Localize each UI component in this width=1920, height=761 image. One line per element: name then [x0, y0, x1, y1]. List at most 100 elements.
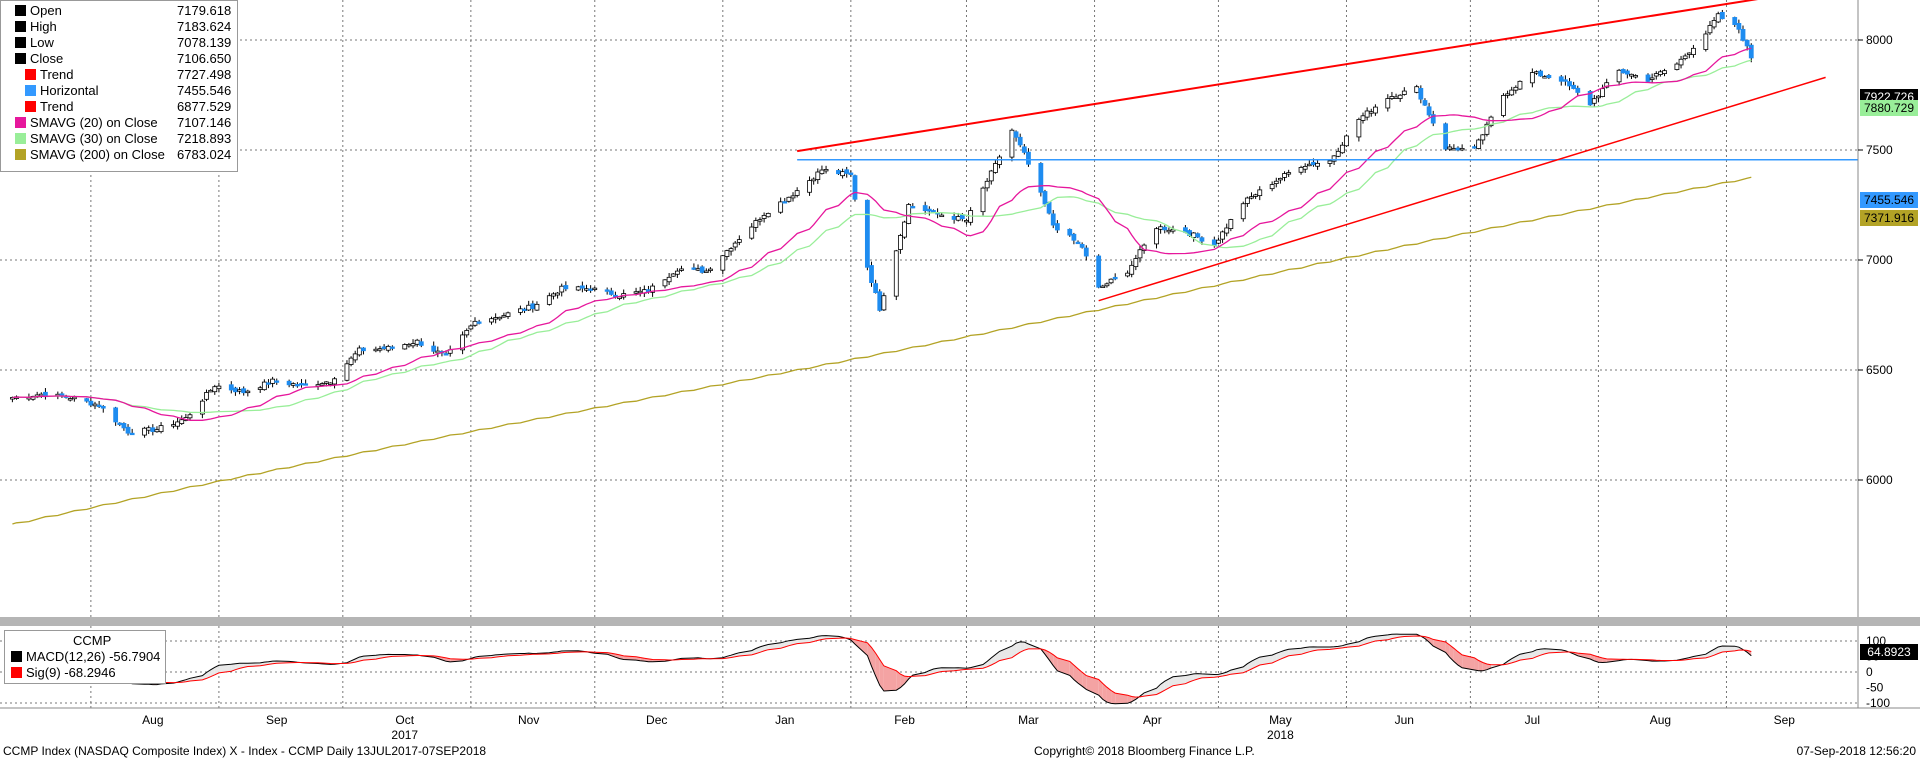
legend-row: Horizontal 7455.546 — [25, 83, 231, 99]
macd-fill — [1284, 649, 1289, 658]
macd-legend-title: CCMP — [73, 633, 112, 648]
legend-row: SMAVG (20) on Close 7107.146 — [15, 115, 231, 131]
price-legend: Open 7179.618 High 7183.624 Low 7078.139 Close… — [0, 0, 238, 172]
candle-up — [319, 383, 325, 386]
candle-up — [1282, 173, 1287, 178]
candle-up — [1484, 123, 1490, 135]
candle-up — [1505, 93, 1510, 96]
candle-down — [233, 387, 238, 393]
candle-up — [1306, 163, 1312, 167]
candle-up — [732, 242, 738, 248]
candle-up — [344, 363, 350, 381]
candle-up — [1707, 25, 1713, 34]
candle-up — [1534, 71, 1539, 74]
candle-down — [1422, 100, 1428, 106]
macd-fill — [1433, 639, 1446, 653]
candle-up — [778, 201, 784, 213]
candle-up — [1253, 194, 1259, 197]
macd-fill — [1540, 648, 1545, 656]
x-tick-label: May — [1269, 713, 1292, 727]
macd-fill — [1230, 666, 1244, 675]
macd-fill — [1082, 672, 1087, 690]
legend-label: Low — [30, 35, 54, 50]
macd-fill — [883, 665, 897, 692]
candle-up — [158, 425, 164, 433]
legend-row: Trend 6877.529 — [25, 99, 231, 115]
candle-up — [270, 378, 276, 384]
x-tick-label: Jan — [775, 713, 794, 727]
candle-down — [1744, 39, 1750, 47]
macd-fill — [788, 640, 794, 646]
candle-up — [237, 389, 242, 392]
x-tick-label: Mar — [1018, 713, 1039, 727]
candle-up — [377, 348, 383, 351]
candle-up — [823, 169, 829, 172]
candle-up — [402, 344, 408, 350]
candle-down — [361, 347, 366, 352]
candle-down — [88, 400, 94, 406]
legend-value: 7106.650 — [177, 51, 232, 66]
macd-fill — [867, 642, 872, 667]
candle-up — [1339, 144, 1345, 154]
legend-row: Low 7078.139 — [15, 35, 231, 51]
candle-up — [212, 386, 218, 393]
macd-fill — [1449, 645, 1454, 662]
legend-swatch — [11, 651, 22, 662]
candle-up — [1447, 146, 1453, 150]
candle-up — [460, 334, 465, 351]
candle-down — [1748, 44, 1754, 59]
macd-fill — [1375, 634, 1388, 641]
candle-up — [1009, 129, 1015, 158]
value-badge-label: 7455.546 — [1864, 193, 1914, 207]
legend-value: 7179.618 — [177, 3, 232, 18]
macd-fill — [1259, 655, 1273, 666]
macd-fill — [1462, 654, 1475, 670]
legend-label: Trend — [40, 99, 74, 114]
candle-up — [1401, 90, 1407, 95]
candle-up — [1596, 95, 1601, 99]
candle-up — [1100, 285, 1106, 288]
smavg-20-line — [12, 47, 1752, 421]
candle-down — [588, 288, 594, 291]
value-badge — [1860, 100, 1918, 116]
candle-up — [790, 195, 796, 199]
candle-up — [1480, 134, 1486, 141]
candle-up — [1129, 264, 1135, 275]
candle-down — [1418, 88, 1424, 100]
candle-up — [1228, 219, 1234, 229]
candle-down — [150, 427, 156, 432]
candle-down — [129, 432, 135, 436]
legend-swatch — [25, 101, 36, 112]
macd-fill — [1367, 637, 1372, 644]
candle-up — [555, 292, 560, 296]
macd-fill — [1301, 647, 1306, 655]
candle-up — [154, 429, 160, 433]
macd-fill — [809, 637, 814, 643]
candle-up — [893, 250, 899, 297]
candle-down — [1575, 87, 1581, 93]
macd-fill — [1482, 662, 1487, 671]
legend-swatch — [25, 85, 36, 96]
candle-up — [257, 387, 263, 390]
macd-y-tick-label: -100 — [1866, 696, 1890, 710]
macd-fill — [1156, 684, 1161, 695]
candle-up — [187, 414, 193, 419]
candle-up — [1273, 180, 1279, 184]
candle-up — [410, 343, 416, 347]
footer-left: CCMP Index (NASDAQ Composite Index) X - … — [3, 744, 486, 758]
candle-up — [1166, 229, 1172, 233]
candle-down — [266, 382, 271, 385]
macd-fill — [1255, 657, 1260, 668]
macd-fill — [189, 675, 203, 682]
value-badge — [1860, 210, 1918, 226]
candle-down — [922, 205, 928, 212]
candle-up — [1364, 110, 1370, 118]
value-badge-label: 7371.916 — [1864, 211, 1914, 225]
candle-up — [584, 288, 589, 291]
candle-up — [1691, 47, 1696, 55]
candle-down — [951, 215, 957, 220]
macd-fill — [1280, 650, 1285, 660]
macd-fill — [1511, 656, 1516, 663]
legend-label: High — [30, 19, 57, 34]
candle-down — [1558, 76, 1564, 82]
